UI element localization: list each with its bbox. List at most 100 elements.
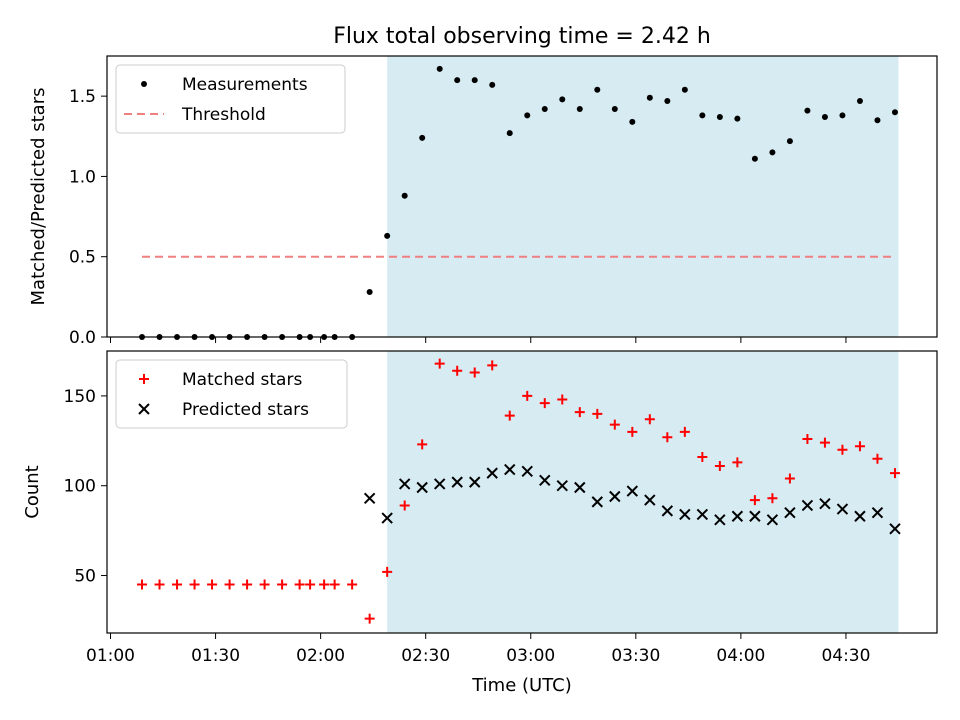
matched-stars-point	[137, 579, 148, 590]
matched-stars-point	[399, 500, 410, 511]
measurement-point	[401, 192, 408, 199]
top-plot-frame	[106, 55, 938, 338]
matched-stars-point	[627, 426, 638, 437]
top-y-tick-label: 1.5	[69, 87, 96, 107]
measurement-point	[699, 112, 706, 119]
matched-stars-point	[417, 439, 428, 450]
matched-stars-point	[259, 579, 270, 590]
measurement-point	[594, 86, 601, 93]
bottom-highlight-span	[387, 351, 899, 633]
matched-stars-point	[574, 407, 585, 418]
bottom-y-axis-label: Count	[22, 465, 43, 518]
measurement-point	[489, 81, 496, 88]
x-tick-label: 03:30	[611, 646, 660, 666]
predicted-stars-point	[679, 508, 691, 521]
measurement-point	[646, 94, 653, 101]
matched-stars-point	[172, 579, 183, 590]
x-tick-label: 02:00	[296, 646, 345, 666]
predicted-stars-point	[363, 492, 376, 504]
predicted-stars-point	[469, 476, 481, 488]
measurement-point	[839, 112, 846, 119]
matched-stars-point	[452, 365, 463, 376]
matched-stars-point	[889, 468, 900, 479]
measurement-point	[436, 65, 443, 72]
predicted-stars-point	[714, 514, 726, 526]
predicted-stars-point	[749, 510, 761, 522]
x-tick-label: 04:00	[716, 646, 765, 666]
matched-stars-point	[189, 579, 200, 590]
bottom-plot-frame	[106, 350, 938, 634]
x-tick-label: 03:00	[506, 646, 555, 666]
bottom-y-tick-label: 100	[64, 477, 96, 497]
matched-stars-point	[609, 419, 620, 430]
top-highlight-span	[387, 56, 899, 337]
matched-stars-point	[242, 579, 253, 590]
predicted-stars-point	[381, 512, 393, 524]
predicted-stars-point	[609, 490, 621, 503]
matched-stars-point	[224, 579, 235, 590]
matched-stars-point	[714, 460, 725, 471]
matched-stars-point	[305, 579, 316, 590]
legend-label: Measurements	[182, 75, 308, 95]
predicted-stars-point	[626, 485, 639, 497]
measurement-point	[769, 149, 776, 156]
measurement-point	[891, 109, 898, 116]
measurement-point	[559, 96, 566, 103]
matched-stars-point	[319, 579, 330, 590]
matched-stars-point	[732, 457, 743, 468]
bottom-y-tick-label: 150	[64, 387, 96, 407]
top-y-tick-label: 0.0	[69, 328, 96, 348]
matched-stars-point	[364, 613, 375, 624]
predicted-stars-point	[574, 481, 586, 494]
predicted-stars-point	[801, 499, 814, 512]
measurement-point	[419, 134, 426, 141]
predicted-stars-point	[504, 463, 516, 476]
bottom-panel: 50 100 150 01:00 01:30 02:00 02:30 03:00 03:30 04…	[22, 350, 938, 666]
predicted-stars-point	[784, 506, 796, 519]
matched-stars-point	[784, 473, 795, 484]
matched-stars-point	[207, 579, 218, 590]
measurement-point	[786, 138, 793, 145]
matched-stars-point	[802, 434, 813, 445]
x-tick-label: 02:30	[401, 646, 450, 666]
measurement-point	[821, 114, 828, 121]
matched-stars-point	[154, 579, 165, 590]
measurement-point	[856, 97, 863, 104]
measurement-point	[384, 232, 391, 239]
matched-stars-point	[347, 579, 358, 590]
predicted-stars-point	[889, 523, 901, 535]
matched-stars-point	[819, 437, 830, 448]
matched-stars-point	[504, 410, 515, 421]
predicted-stars-point	[836, 503, 849, 515]
matched-stars-point	[382, 566, 393, 577]
predicted-stars-point	[696, 508, 709, 521]
legend-label: Predicted stars	[182, 400, 309, 420]
measurement-point	[541, 105, 548, 112]
x-tick-label: 01:30	[191, 646, 240, 666]
predicted-stars-point	[591, 496, 604, 508]
matched-stars-point	[329, 579, 340, 590]
predicted-stars-point	[433, 478, 446, 490]
matched-stars-point	[539, 398, 550, 409]
predicted-stars-point	[398, 478, 411, 490]
legend-label: Threshold	[181, 105, 266, 125]
predicted-stars-point	[766, 514, 779, 526]
bottom-legend-box	[115, 359, 348, 429]
matched-stars-point	[872, 453, 883, 464]
matched-stars-point	[644, 414, 655, 425]
predicted-stars-point	[486, 467, 498, 479]
matched-stars-point	[522, 390, 533, 401]
bottom-y-tick-label: 50	[74, 567, 96, 587]
top-panel: 0.0 0.5 1.0 1.5 Matched/Predicted stars Measu…	[28, 55, 938, 348]
measurement-point	[716, 114, 723, 121]
predicted-stars-point	[644, 494, 656, 506]
measurement-point	[681, 86, 688, 93]
predicted-stars-point	[871, 506, 884, 519]
measurement-point	[506, 130, 513, 137]
predicted-stars-point	[819, 497, 831, 510]
matched-stars-point	[749, 495, 760, 506]
top-legend-box	[115, 64, 346, 134]
top-legend: Measurements Threshold	[115, 64, 346, 134]
matched-stars-point	[679, 426, 690, 437]
